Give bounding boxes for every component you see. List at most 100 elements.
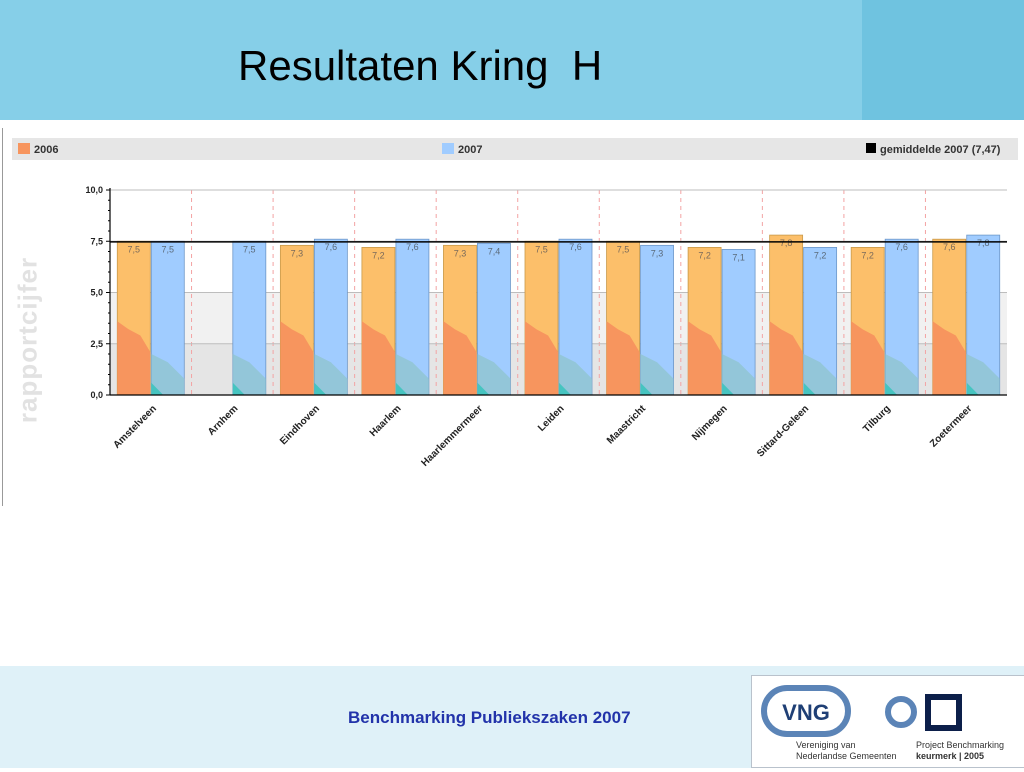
bar-2006-shade bbox=[606, 321, 640, 395]
y-tick-label: 10,0 bbox=[85, 185, 103, 195]
bar-label-2006: 7,8 bbox=[780, 238, 793, 248]
bar-label-2007: 7,6 bbox=[895, 242, 908, 252]
legend-swatch-2007 bbox=[442, 143, 454, 154]
bar-2006-shade bbox=[688, 321, 722, 395]
bar-label-2007: 7,6 bbox=[406, 242, 419, 252]
bar-2006-shade bbox=[443, 321, 477, 395]
bar-2007-shade bbox=[314, 354, 348, 395]
bar-2007-shade bbox=[722, 354, 756, 395]
bar-label-2006: 7,6 bbox=[943, 242, 956, 252]
bar-2007: 7,6 bbox=[395, 238, 430, 396]
bar-2007-shade bbox=[885, 354, 919, 395]
legend-label-average: gemiddelde 2007 (7,47) bbox=[880, 144, 1001, 156]
y-axis: 0,0 2,5 5,0 7,5 10,0 bbox=[85, 185, 1007, 400]
bar-label-2006: 7,3 bbox=[454, 248, 467, 258]
x-tick-label: Eindhoven bbox=[278, 403, 322, 447]
bar-2007: 7,6 bbox=[558, 238, 593, 396]
x-tick-label: Maastricht bbox=[605, 403, 649, 447]
logos-graphic: VNG Vereniging van Nederlandse Gemeenten… bbox=[761, 685, 1004, 761]
bar-2006-shade bbox=[280, 321, 314, 395]
bar-2007-accent bbox=[477, 382, 490, 395]
bar-2007: 7,4 bbox=[477, 242, 511, 396]
bar-2007-shade bbox=[232, 354, 266, 395]
legend-swatch-2006 bbox=[18, 143, 30, 154]
bar-2006: 7,3 bbox=[279, 244, 314, 396]
bar-2007: 7,2 bbox=[803, 247, 838, 396]
bar-label-2006: 7,3 bbox=[291, 248, 304, 258]
legend-label-2006: 2006 bbox=[34, 144, 58, 156]
bar-2006: 7,3 bbox=[443, 244, 477, 396]
x-tick-label: Tilburg bbox=[861, 403, 893, 435]
bar-2007-accent bbox=[151, 382, 164, 395]
bar-2006-shade bbox=[361, 321, 395, 395]
legend-background bbox=[12, 138, 1018, 160]
bar-2007-shade bbox=[151, 354, 185, 395]
bar-2007: 7,5 bbox=[232, 240, 267, 396]
bar-2007-accent bbox=[314, 382, 327, 395]
bar-label-2007: 7,5 bbox=[162, 244, 175, 254]
x-tick-label: Amstelveen bbox=[111, 403, 158, 450]
project-logo-square bbox=[925, 694, 962, 731]
bar-2006: 7,5 bbox=[524, 240, 559, 396]
bar-2007-shade bbox=[559, 354, 592, 395]
bar-label-2007: 7,6 bbox=[569, 242, 582, 252]
x-tick-label: Sittard-Geleen bbox=[755, 403, 811, 459]
bar-2007-shade bbox=[395, 354, 429, 395]
project-caption-1: Project Benchmarking bbox=[916, 740, 1004, 750]
bar-label-2006: 7,2 bbox=[861, 250, 874, 260]
bar-label-2006: 7,5 bbox=[128, 244, 141, 254]
vng-caption-1: Vereniging van bbox=[796, 740, 856, 750]
x-tick-label: Arnhem bbox=[206, 403, 241, 438]
bar-2007-accent bbox=[640, 382, 653, 395]
bar-2006-shade bbox=[851, 321, 885, 395]
header-accent bbox=[862, 0, 1024, 120]
project-logo-circle bbox=[885, 696, 917, 728]
bar-label-2007: 7,5 bbox=[243, 244, 256, 254]
bar-2007: 7,1 bbox=[721, 249, 756, 396]
bars: 7,5 7,5 7,5 7,3 7,6 7,2 7,6 7,3 7,4 7,5 7,6 7,5 7,3 7… bbox=[116, 234, 1001, 396]
bar-2007: 7,6 bbox=[884, 238, 919, 396]
bar-label-2007: 7,4 bbox=[488, 246, 501, 256]
bar-2006-shade bbox=[932, 321, 966, 395]
category-separators bbox=[191, 190, 926, 395]
bar-label-2007: 7,8 bbox=[977, 238, 990, 248]
vng-logo-text: VNG bbox=[782, 700, 830, 725]
bar-label-2007: 7,3 bbox=[651, 248, 664, 258]
bar-2007-accent bbox=[559, 382, 571, 395]
bar-2006: 7,2 bbox=[361, 247, 396, 396]
bar-label-2006: 7,5 bbox=[535, 244, 548, 254]
bar-2007-accent bbox=[395, 382, 408, 395]
bar-label-2007: 7,2 bbox=[814, 250, 827, 260]
bar-2006-shade bbox=[769, 321, 803, 395]
bar-2007-shade bbox=[803, 354, 837, 395]
bar-2006: 7,8 bbox=[769, 234, 804, 396]
legend-bar: 2006 2007 gemiddelde 2007 (7,47) bbox=[12, 138, 1018, 160]
y-tick-label: 2,5 bbox=[90, 339, 103, 349]
bar-2007-shade bbox=[477, 354, 511, 395]
x-tick-label: Leiden bbox=[536, 403, 567, 434]
bar-2006: 7,2 bbox=[850, 247, 885, 396]
bar-label-2007: 7,6 bbox=[325, 242, 338, 252]
x-tick-label: Zoetermeer bbox=[928, 403, 974, 449]
bar-label-2006: 7,2 bbox=[372, 250, 385, 260]
bar-2006: 7,6 bbox=[932, 238, 967, 396]
x-tick-label: Nijmegen bbox=[690, 403, 730, 443]
bar-2007-shade bbox=[966, 354, 1000, 395]
bar-label-2006: 7,5 bbox=[617, 244, 630, 254]
bar-2007: 7,3 bbox=[640, 244, 674, 396]
y-tick-label: 5,0 bbox=[90, 288, 103, 298]
x-tick-label: Haarlemmermeer bbox=[420, 403, 486, 469]
left-divider bbox=[2, 128, 3, 506]
legend-label-2007: 2007 bbox=[458, 144, 482, 156]
y-tick-label: 0,0 bbox=[90, 390, 103, 400]
bar-2006: 7,5 bbox=[116, 240, 151, 396]
bar-2007-accent bbox=[803, 382, 816, 395]
bar-2007-accent bbox=[966, 382, 979, 395]
bar-2007-accent bbox=[885, 382, 898, 395]
footer-text: Benchmarking Publiekszaken 2007 bbox=[348, 708, 631, 727]
bar-chart: 2006 2007 gemiddelde 2007 (7,47) 7,5 7,5 7… bbox=[12, 138, 1018, 469]
bar-2006-shade bbox=[525, 321, 558, 395]
slide-title: Resultaten Kring H bbox=[238, 42, 603, 89]
vng-caption-2: Nederlandse Gemeenten bbox=[796, 751, 897, 761]
x-tick-label: Haarlem bbox=[368, 403, 404, 439]
